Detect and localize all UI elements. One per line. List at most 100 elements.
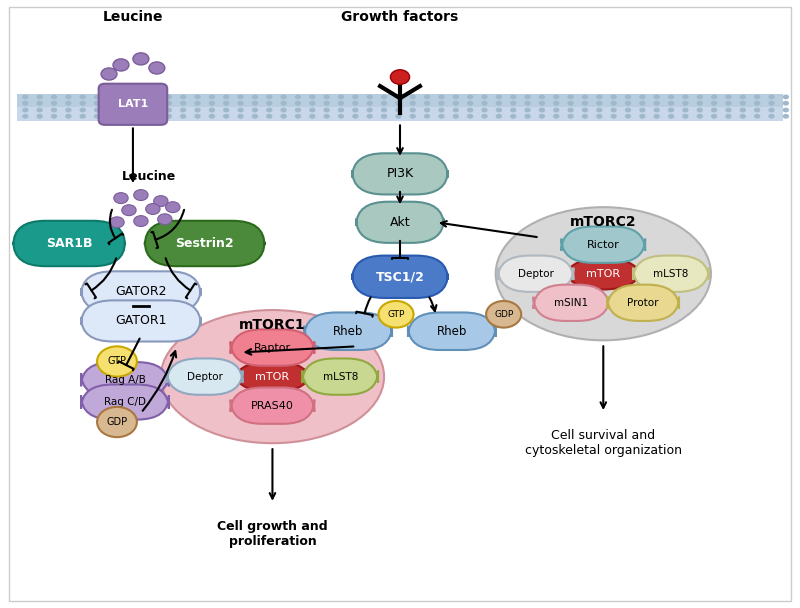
Circle shape xyxy=(366,94,373,99)
Circle shape xyxy=(782,101,789,106)
FancyBboxPatch shape xyxy=(607,285,679,321)
Circle shape xyxy=(65,101,71,106)
Circle shape xyxy=(726,101,732,106)
Text: SAR1B: SAR1B xyxy=(46,237,93,250)
Circle shape xyxy=(496,94,502,99)
Circle shape xyxy=(610,101,617,106)
Circle shape xyxy=(682,101,689,106)
Circle shape xyxy=(639,108,646,112)
Circle shape xyxy=(323,94,330,99)
Circle shape xyxy=(22,108,29,112)
Circle shape xyxy=(596,94,602,99)
Circle shape xyxy=(424,108,430,112)
Circle shape xyxy=(94,108,100,112)
Circle shape xyxy=(238,94,244,99)
Circle shape xyxy=(639,94,646,99)
Circle shape xyxy=(395,114,402,119)
Text: Deptor: Deptor xyxy=(518,269,554,278)
Text: mSIN1: mSIN1 xyxy=(554,298,589,308)
Circle shape xyxy=(166,202,180,213)
Circle shape xyxy=(553,108,559,112)
Circle shape xyxy=(486,301,521,328)
Circle shape xyxy=(782,108,789,112)
Text: Akt: Akt xyxy=(390,216,410,229)
Circle shape xyxy=(238,108,244,112)
Circle shape xyxy=(410,101,416,106)
Circle shape xyxy=(194,114,201,119)
Circle shape xyxy=(114,193,128,204)
Circle shape xyxy=(625,114,631,119)
Circle shape xyxy=(122,205,136,216)
Circle shape xyxy=(309,108,315,112)
Circle shape xyxy=(22,114,29,119)
Circle shape xyxy=(158,214,172,225)
Circle shape xyxy=(281,101,286,106)
Circle shape xyxy=(697,101,703,106)
Circle shape xyxy=(209,108,215,112)
Circle shape xyxy=(424,94,430,99)
Circle shape xyxy=(266,101,273,106)
Circle shape xyxy=(524,114,530,119)
Circle shape xyxy=(582,94,588,99)
Circle shape xyxy=(294,114,301,119)
Circle shape xyxy=(180,94,186,99)
Circle shape xyxy=(266,114,273,119)
Circle shape xyxy=(390,70,410,85)
FancyBboxPatch shape xyxy=(498,255,574,292)
Circle shape xyxy=(180,114,186,119)
Circle shape xyxy=(596,114,602,119)
Circle shape xyxy=(395,94,402,99)
Circle shape xyxy=(424,114,430,119)
Circle shape xyxy=(122,94,129,99)
Circle shape xyxy=(209,114,215,119)
Text: mTORC1: mTORC1 xyxy=(239,318,306,332)
Circle shape xyxy=(223,108,230,112)
Circle shape xyxy=(252,108,258,112)
Ellipse shape xyxy=(567,258,639,289)
Text: Raptor: Raptor xyxy=(254,342,291,353)
Circle shape xyxy=(223,101,230,106)
Text: Cell survival and
cytoskeletal organization: Cell survival and cytoskeletal organizat… xyxy=(525,429,682,457)
Circle shape xyxy=(151,101,158,106)
Circle shape xyxy=(467,101,474,106)
Circle shape xyxy=(467,94,474,99)
Circle shape xyxy=(726,108,732,112)
Circle shape xyxy=(654,108,660,112)
Circle shape xyxy=(438,101,445,106)
Circle shape xyxy=(596,108,602,112)
Circle shape xyxy=(94,101,100,106)
Circle shape xyxy=(510,108,516,112)
Circle shape xyxy=(323,101,330,106)
Circle shape xyxy=(266,94,273,99)
Circle shape xyxy=(309,94,315,99)
Circle shape xyxy=(252,94,258,99)
Circle shape xyxy=(154,196,168,207)
Circle shape xyxy=(122,114,129,119)
Circle shape xyxy=(51,101,57,106)
Circle shape xyxy=(209,101,215,106)
Circle shape xyxy=(97,407,137,437)
Circle shape xyxy=(134,216,148,227)
Circle shape xyxy=(740,94,746,99)
FancyBboxPatch shape xyxy=(98,84,167,125)
Circle shape xyxy=(567,94,574,99)
Text: mLST8: mLST8 xyxy=(322,371,358,382)
Circle shape xyxy=(510,101,516,106)
Circle shape xyxy=(668,101,674,106)
Circle shape xyxy=(166,108,172,112)
Circle shape xyxy=(108,114,114,119)
Circle shape xyxy=(782,114,789,119)
Circle shape xyxy=(726,94,732,99)
Circle shape xyxy=(180,108,186,112)
Circle shape xyxy=(582,101,588,106)
Circle shape xyxy=(79,101,86,106)
Circle shape xyxy=(97,347,137,376)
Circle shape xyxy=(151,114,158,119)
Circle shape xyxy=(438,114,445,119)
Text: Rictor: Rictor xyxy=(587,240,620,250)
Circle shape xyxy=(782,94,789,99)
Circle shape xyxy=(338,108,344,112)
Circle shape xyxy=(37,114,43,119)
Circle shape xyxy=(266,108,273,112)
Circle shape xyxy=(352,101,358,106)
